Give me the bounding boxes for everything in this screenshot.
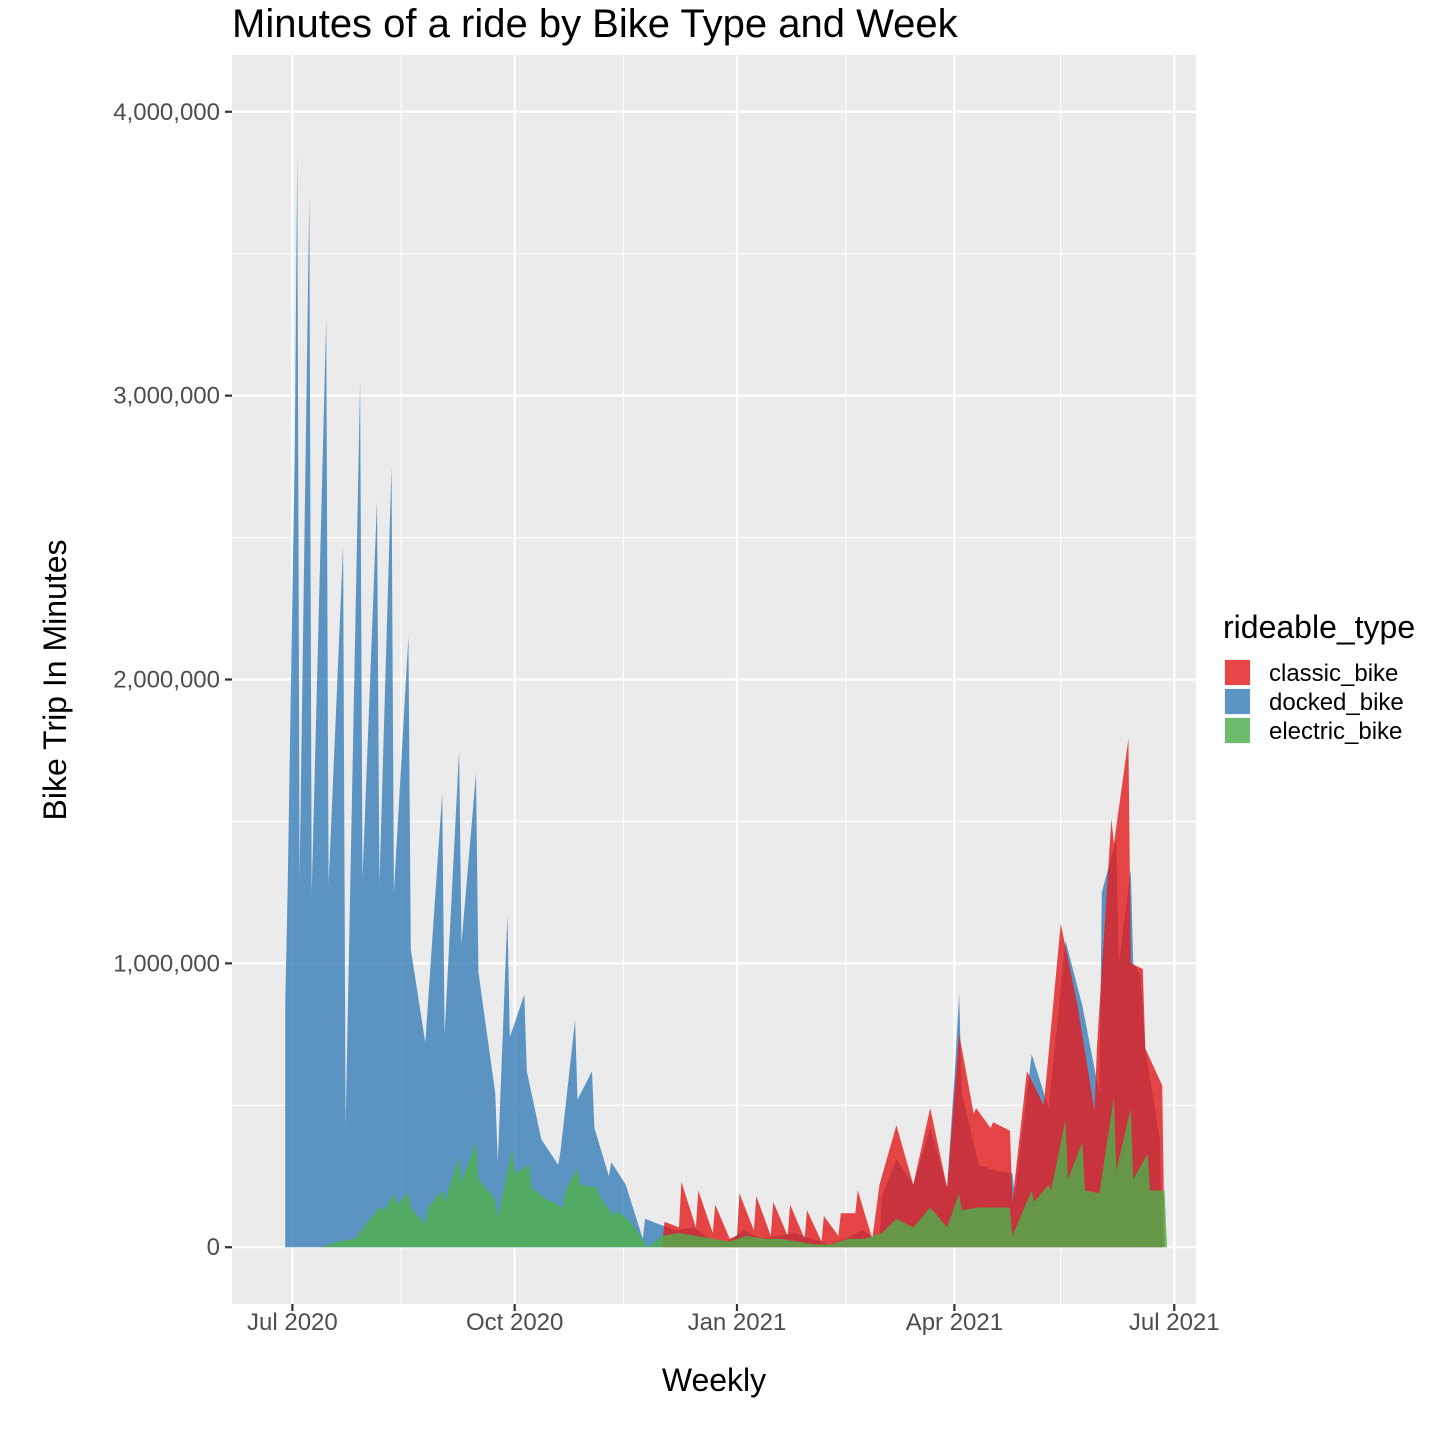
x-axis-title: Weekly — [662, 1362, 766, 1398]
area-classic-bike — [662, 739, 1165, 1248]
legend-swatch-electric-bike — [1225, 718, 1250, 743]
y-axis: 0 1,000,000 2,000,000 3,000,000 4,000,000 — [113, 99, 232, 1261]
x-axis: Jul 2020 Oct 2020 Jan 2021 Apr 2021 Jul 2021 — [247, 1304, 1220, 1336]
x-tick-label: Jul 2020 — [247, 1309, 338, 1336]
legend-swatch-classic-bike — [1225, 660, 1250, 685]
y-tick-label: 4,000,000 — [113, 99, 220, 126]
x-tick-label: Jul 2021 — [1129, 1309, 1220, 1336]
legend-swatch-docked-bike — [1225, 689, 1250, 714]
legend-label: docked_bike — [1269, 689, 1404, 716]
x-tick-label: Apr 2021 — [906, 1309, 1003, 1336]
legend-label: electric_bike — [1269, 718, 1402, 745]
area-series-group — [285, 154, 1167, 1248]
area-electric-bike — [321, 1096, 1167, 1248]
y-tick-label: 0 — [207, 1234, 220, 1261]
legend-title: rideable_type — [1223, 609, 1415, 645]
legend: rideable_type classic_bikedocked_bikeele… — [1223, 609, 1415, 745]
x-tick-label: Oct 2020 — [466, 1309, 563, 1336]
y-tick-label: 1,000,000 — [113, 950, 220, 977]
y-axis-title: Bike Trip In Minutes — [37, 540, 73, 821]
y-tick-label: 2,000,000 — [113, 667, 220, 694]
legend-label: classic_bike — [1269, 660, 1398, 687]
x-tick-label: Jan 2021 — [688, 1309, 787, 1336]
chart-title: Minutes of a ride by Bike Type and Week — [232, 2, 959, 46]
y-tick-label: 3,000,000 — [113, 383, 220, 410]
